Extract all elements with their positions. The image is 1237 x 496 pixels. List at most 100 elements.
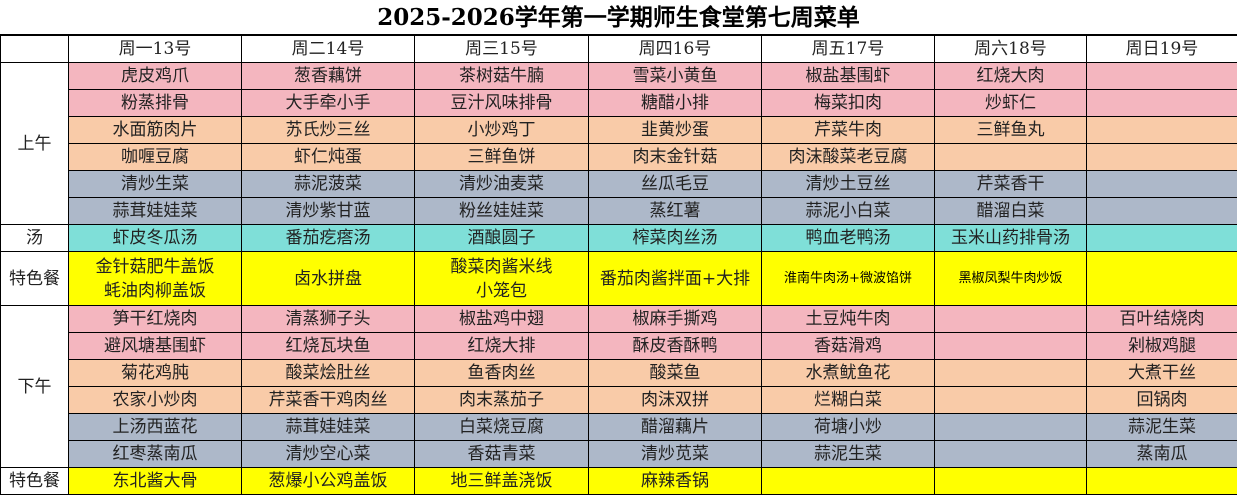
dish-cell[interactable] <box>934 305 1087 333</box>
dish-cell[interactable]: 芹菜香干鸡肉丝 <box>241 386 415 414</box>
section-label[interactable]: 汤 <box>0 224 69 252</box>
dish-cell[interactable]: 酥皮香酥鸭 <box>588 332 762 360</box>
dish-cell[interactable] <box>934 440 1087 468</box>
dish-cell[interactable]: 上汤西蓝花 <box>68 413 242 441</box>
dish-cell[interactable]: 醋溜白菜 <box>934 197 1087 225</box>
dish-cell[interactable]: 白菜烧豆腐 <box>414 413 589 441</box>
dish-cell[interactable]: 豆汁风味排骨 <box>414 89 589 117</box>
dish-cell[interactable] <box>1086 170 1237 198</box>
dish-cell[interactable]: 雪菜小黄鱼 <box>588 62 762 90</box>
dish-cell[interactable] <box>1086 89 1237 117</box>
dish-cell[interactable]: 蒜泥生菜 <box>1086 413 1237 441</box>
dish-cell[interactable]: 肉末金针菇 <box>588 143 762 171</box>
dish-cell[interactable]: 水面筋肉片 <box>68 116 242 144</box>
dish-cell[interactable]: 肉沫双拼 <box>588 386 762 414</box>
dish-cell[interactable]: 水煮鱿鱼花 <box>761 359 935 387</box>
dish-cell[interactable]: 虎皮鸡爪 <box>68 62 242 90</box>
dish-cell[interactable]: 酸菜鱼 <box>588 359 762 387</box>
dish-cell[interactable]: 蒜泥菠菜 <box>241 170 415 198</box>
day-header[interactable]: 周三15号 <box>414 35 589 63</box>
dish-cell[interactable]: 避风塘基围虾 <box>68 332 242 360</box>
dish-cell[interactable]: 东北酱大骨 <box>68 467 242 495</box>
dish-cell[interactable]: 三鲜鱼丸 <box>934 116 1087 144</box>
section-label[interactable]: 上午 <box>0 62 69 225</box>
dish-cell[interactable]: 香菇滑鸡 <box>761 332 935 360</box>
dish-cell[interactable]: 荷塘小炒 <box>761 413 935 441</box>
dish-cell[interactable]: 清炒空心菜 <box>241 440 415 468</box>
dish-cell[interactable]: 咖喱豆腐 <box>68 143 242 171</box>
dish-cell[interactable]: 农家小炒肉 <box>68 386 242 414</box>
dish-cell[interactable]: 椒盐基围虾 <box>761 62 935 90</box>
day-header[interactable]: 周一13号 <box>68 35 242 63</box>
dish-cell[interactable]: 淮南牛肉汤+微波馅饼 <box>761 251 935 306</box>
section-label[interactable]: 特色餐 <box>0 251 69 306</box>
dish-cell[interactable]: 卤水拼盘 <box>241 251 415 306</box>
dish-cell[interactable] <box>1086 467 1237 495</box>
dish-cell[interactable]: 回锅肉 <box>1086 386 1237 414</box>
dish-cell[interactable]: 番茄肉酱拌面+大排 <box>588 251 762 306</box>
dish-cell[interactable]: 清炒苋菜 <box>588 440 762 468</box>
dish-cell[interactable]: 小炒鸡丁 <box>414 116 589 144</box>
dish-cell[interactable] <box>1086 251 1237 306</box>
dish-cell[interactable]: 红烧瓦块鱼 <box>241 332 415 360</box>
dish-cell[interactable]: 葱爆小公鸡盖饭 <box>241 467 415 495</box>
dish-cell[interactable]: 地三鲜盖浇饭 <box>414 467 589 495</box>
dish-cell[interactable]: 清炒土豆丝 <box>761 170 935 198</box>
dish-cell[interactable]: 韭黄炒蛋 <box>588 116 762 144</box>
dish-cell[interactable]: 蒜茸娃娃菜 <box>241 413 415 441</box>
dish-cell[interactable]: 清炒生菜 <box>68 170 242 198</box>
dish-cell[interactable]: 蒜茸娃娃菜 <box>68 197 242 225</box>
dish-cell[interactable]: 蒜泥生菜 <box>761 440 935 468</box>
dish-cell[interactable]: 红烧大排 <box>414 332 589 360</box>
dish-cell[interactable]: 蒸红薯 <box>588 197 762 225</box>
dish-cell[interactable]: 粉丝娃娃菜 <box>414 197 589 225</box>
dish-cell[interactable]: 红烧大肉 <box>934 62 1087 90</box>
dish-cell[interactable]: 鱼香肉丝 <box>414 359 589 387</box>
day-header[interactable]: 周六18号 <box>934 35 1087 63</box>
dish-cell[interactable]: 芹菜香干 <box>934 170 1087 198</box>
dish-cell[interactable]: 糖醋小排 <box>588 89 762 117</box>
dish-cell[interactable]: 红枣蒸南瓜 <box>68 440 242 468</box>
dish-cell[interactable] <box>934 143 1087 171</box>
dish-cell[interactable]: 椒麻手撕鸡 <box>588 305 762 333</box>
section-label[interactable]: 下午 <box>0 305 69 468</box>
dish-cell[interactable]: 酒酿圆子 <box>414 224 589 252</box>
dish-cell[interactable]: 剁椒鸡腿 <box>1086 332 1237 360</box>
dish-cell[interactable]: 玉米山药排骨汤 <box>934 224 1087 252</box>
dish-cell[interactable] <box>934 359 1087 387</box>
dish-cell[interactable]: 金针菇肥牛盖饭 蚝油肉柳盖饭 <box>68 251 242 306</box>
dish-cell[interactable]: 笋干红烧肉 <box>68 305 242 333</box>
dish-cell[interactable] <box>1086 224 1237 252</box>
dish-cell[interactable] <box>934 332 1087 360</box>
dish-cell[interactable]: 清蒸狮子头 <box>241 305 415 333</box>
dish-cell[interactable]: 蒸南瓜 <box>1086 440 1237 468</box>
dish-cell[interactable]: 蒜泥小白菜 <box>761 197 935 225</box>
day-header[interactable]: 周日19号 <box>1086 35 1237 63</box>
dish-cell[interactable]: 三鲜鱼饼 <box>414 143 589 171</box>
dish-cell[interactable]: 炒虾仁 <box>934 89 1087 117</box>
dish-cell[interactable]: 酸菜肉酱米线 小笼包 <box>414 251 589 306</box>
dish-cell[interactable] <box>1086 197 1237 225</box>
dish-cell[interactable]: 虾皮冬瓜汤 <box>68 224 242 252</box>
dish-cell[interactable]: 芹菜牛肉 <box>761 116 935 144</box>
dish-cell[interactable]: 葱香藕饼 <box>241 62 415 90</box>
dish-cell[interactable] <box>934 467 1087 495</box>
dish-cell[interactable]: 鸭血老鸭汤 <box>761 224 935 252</box>
dish-cell[interactable]: 土豆炖牛肉 <box>761 305 935 333</box>
dish-cell[interactable] <box>1086 143 1237 171</box>
dish-cell[interactable] <box>934 413 1087 441</box>
day-header[interactable]: 周五17号 <box>761 35 935 63</box>
dish-cell[interactable]: 酸菜烩肚丝 <box>241 359 415 387</box>
dish-cell[interactable]: 菊花鸡肫 <box>68 359 242 387</box>
dish-cell[interactable]: 醋溜藕片 <box>588 413 762 441</box>
dish-cell[interactable]: 苏氏炒三丝 <box>241 116 415 144</box>
dish-cell[interactable]: 烂糊白菜 <box>761 386 935 414</box>
dish-cell[interactable]: 粉蒸排骨 <box>68 89 242 117</box>
dish-cell[interactable]: 茶树菇牛腩 <box>414 62 589 90</box>
dish-cell[interactable]: 榨菜肉丝汤 <box>588 224 762 252</box>
dish-cell[interactable]: 百叶结烧肉 <box>1086 305 1237 333</box>
dish-cell[interactable]: 丝瓜毛豆 <box>588 170 762 198</box>
day-header[interactable]: 周二14号 <box>241 35 415 63</box>
dish-cell[interactable]: 清炒紫甘蓝 <box>241 197 415 225</box>
dish-cell[interactable]: 虾仁炖蛋 <box>241 143 415 171</box>
